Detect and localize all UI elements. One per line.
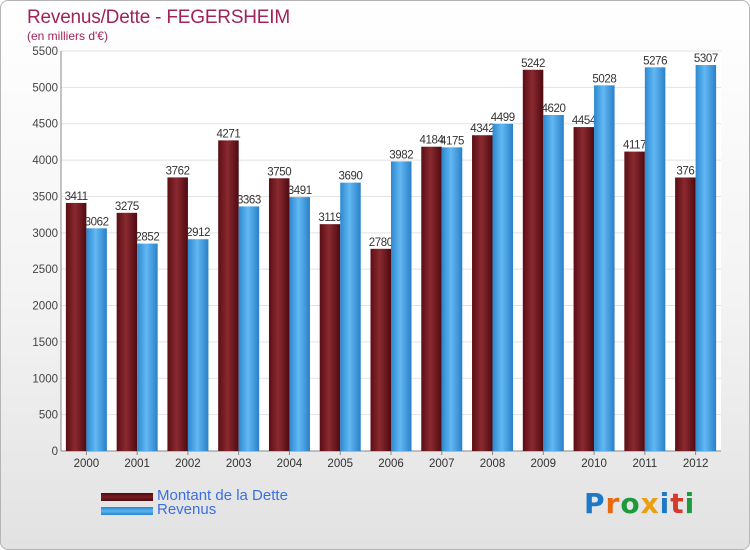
x-tick-label: 2007	[429, 458, 455, 470]
data-label-revenus: 3491	[288, 185, 312, 197]
data-label-revenus: 3062	[85, 216, 109, 228]
bar-revenus	[340, 182, 361, 452]
data-label-dette: 3119	[318, 212, 341, 224]
data-label-revenus: 2912	[186, 227, 210, 239]
x-tick-label: 2003	[226, 458, 252, 470]
bar-revenus	[137, 243, 158, 451]
brand-letter: x	[640, 487, 660, 520]
y-tick-label: 1500	[32, 337, 58, 349]
brand-letter: i	[659, 487, 671, 520]
y-tick-label: 500	[39, 410, 58, 422]
brand-letter: P	[584, 487, 606, 520]
data-label-revenus: 3363	[237, 194, 261, 206]
bar-dette	[65, 202, 87, 451]
data-label-dette: 4342	[470, 123, 494, 135]
y-tick-label: 3000	[32, 228, 58, 240]
data-label-dette: 4117	[623, 140, 646, 152]
brand-letter: o	[620, 487, 641, 520]
data-label-dette: 4184	[420, 135, 445, 147]
data-label-revenus: 5307	[694, 53, 718, 65]
bar-dette	[472, 135, 493, 451]
bar-dette	[319, 224, 341, 451]
brand-logo: Proxiti	[584, 487, 695, 520]
chart-subtitle: (en milliers d'€)	[27, 29, 108, 43]
legend-label-revenus: Revenus	[157, 501, 217, 518]
data-label-revenus: 4499	[491, 112, 515, 124]
x-tick-label: 2005	[327, 458, 353, 470]
data-label-revenus: 3982	[389, 149, 413, 161]
x-tick-label: 2000	[74, 458, 100, 470]
data-label-dette: 3762	[166, 165, 190, 177]
x-tick-label: 2002	[175, 458, 201, 470]
data-label-revenus: 4620	[542, 103, 566, 115]
bar-dette	[624, 151, 645, 451]
data-label-dette: 4454	[572, 115, 597, 127]
bar-dette	[421, 146, 442, 451]
legend-label-dette: Montant de la Dette	[157, 487, 288, 504]
x-tick-label: 2012	[683, 458, 709, 470]
brand-letter: i	[684, 487, 696, 520]
brand-letter: t	[670, 487, 685, 520]
x-tick-label: 2011	[632, 458, 657, 470]
bar-dette	[370, 248, 391, 451]
legend-swatch-dette	[101, 493, 153, 501]
bar-dette	[522, 69, 544, 451]
x-tick-label: 2010	[581, 458, 607, 470]
bar-dette	[167, 177, 188, 451]
data-label-revenus: 3690	[338, 171, 362, 183]
data-label-dette: 376	[676, 165, 694, 177]
x-tick-label: 2009	[531, 458, 557, 470]
y-tick-label: 5000	[32, 82, 58, 94]
data-label-dette: 4271	[216, 128, 240, 140]
bar-revenus	[187, 239, 209, 451]
y-tick-label: 1000	[32, 373, 58, 385]
x-tick-label: 2001	[124, 458, 150, 470]
legend-swatch-revenus	[101, 507, 153, 515]
bar-revenus	[238, 206, 260, 451]
x-tick-label: 2004	[277, 458, 303, 470]
data-label-dette: 5242	[521, 58, 545, 70]
x-tick-label: 2008	[480, 458, 506, 470]
brand-letter: r	[605, 487, 621, 520]
y-tick-label: 4000	[32, 155, 58, 167]
bar-revenus	[441, 147, 463, 451]
bar-dette	[268, 178, 290, 452]
bar-revenus	[289, 197, 310, 451]
bar-revenus	[644, 67, 666, 452]
data-label-revenus: 5028	[592, 73, 616, 85]
bar-dette	[218, 140, 239, 451]
chart-title: Revenus/Dette - FEGERSHEIM	[27, 7, 290, 28]
y-tick-label: 5500	[32, 46, 58, 58]
bar-revenus	[695, 65, 717, 451]
y-tick-label: 3500	[32, 191, 58, 203]
y-tick-label: 4500	[32, 119, 58, 131]
y-tick-label: 2000	[32, 301, 58, 313]
data-label-dette: 2780	[369, 237, 393, 249]
bar-revenus	[543, 115, 564, 451]
bar-revenus	[492, 123, 514, 452]
y-tick-label: 0	[52, 446, 58, 458]
data-label-dette: 3411	[65, 191, 88, 203]
bar-revenus	[86, 228, 107, 451]
bar-revenus	[391, 161, 412, 451]
x-tick-label: 2006	[378, 458, 404, 470]
bar-dette	[675, 177, 696, 452]
data-label-dette: 3750	[267, 166, 291, 178]
bar-dette	[573, 127, 595, 451]
data-label-revenus: 4175	[440, 135, 464, 147]
data-label-dette: 3275	[115, 201, 139, 213]
y-tick-label: 2500	[32, 264, 58, 276]
data-label-revenus: 5276	[643, 55, 667, 67]
bar-dette	[116, 212, 138, 451]
bar-revenus	[594, 85, 615, 451]
data-label-revenus: 2852	[135, 232, 159, 244]
